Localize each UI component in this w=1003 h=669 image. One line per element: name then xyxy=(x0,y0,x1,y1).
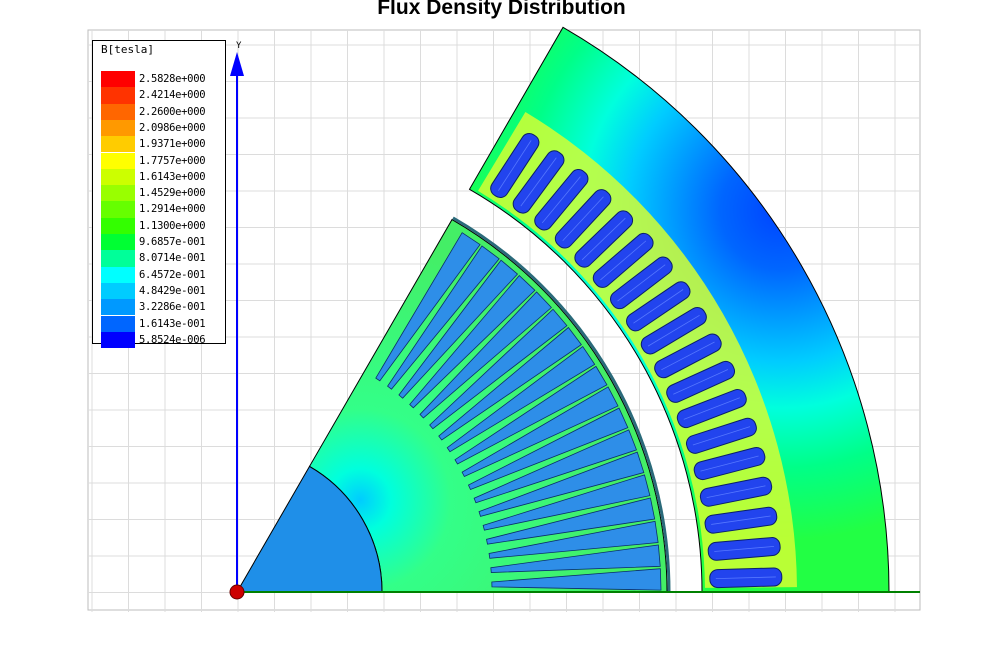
rotor-bar xyxy=(398,259,519,399)
rotor-bar xyxy=(488,520,659,559)
legend-label: 1.2914e+000 xyxy=(139,203,206,216)
legend-label: 2.4214e+000 xyxy=(139,89,206,102)
legend-label: 8.0714e-001 xyxy=(139,252,206,265)
legend-label: 1.1300e+000 xyxy=(139,219,206,232)
legend-entry: 9.6857e-001 xyxy=(99,234,225,251)
legend-label: 4.8429e-001 xyxy=(139,284,206,297)
legend-label: 1.7757e+000 xyxy=(139,154,206,167)
legend-label: 5.8524e-006 xyxy=(139,333,206,346)
legend-label: 1.6143e-001 xyxy=(139,317,206,330)
rotor-bar xyxy=(419,291,552,419)
legend-swatch xyxy=(101,250,135,267)
rotor-bar xyxy=(375,232,481,382)
legend-label: 3.2286e-001 xyxy=(139,301,206,314)
y-axis-label: Y xyxy=(236,41,242,51)
legend-swatch xyxy=(101,217,135,234)
plot-title: Flux Density Distribution xyxy=(377,0,626,19)
origin-marker xyxy=(229,584,245,600)
legend-swatch xyxy=(101,331,135,349)
legend-entry: 6.4572e-001 xyxy=(99,266,225,283)
legend-swatch xyxy=(101,136,135,153)
legend-swatch xyxy=(101,71,135,88)
rotor-bar xyxy=(491,568,662,591)
legend-entry: 3.2286e-001 xyxy=(99,299,225,316)
rotor-bar xyxy=(467,407,629,490)
y-axis-arrow xyxy=(230,52,244,76)
legend-entry: 4.8429e-001 xyxy=(99,282,225,300)
axes xyxy=(229,52,920,600)
slot-coil-divider xyxy=(647,314,700,347)
legend-swatch xyxy=(101,266,135,283)
legend-label: 1.6143e+000 xyxy=(139,170,206,183)
legend-swatch xyxy=(101,87,135,104)
slot-coil-divider xyxy=(673,369,729,395)
legend-entry: 1.9371e+000 xyxy=(99,136,225,153)
slot-coil-divider xyxy=(617,264,666,302)
color-legend: B[tesla] 2.5828e+000 2.4214e+000 2.2600e+0… xyxy=(92,40,226,349)
slot-coil-divider xyxy=(711,515,771,525)
shaft xyxy=(236,465,383,593)
rotor-bar xyxy=(486,497,656,545)
slot-coil-divider xyxy=(706,485,766,499)
legend-entry: 2.5828e+000 xyxy=(99,71,225,88)
legend-swatch xyxy=(101,201,135,218)
legend-label: 1.9371e+000 xyxy=(139,138,206,151)
slot-coil-divider xyxy=(692,426,751,446)
rotor-bar xyxy=(429,308,568,430)
slot-coil-divider xyxy=(683,397,740,420)
slot-coil-divider xyxy=(714,545,775,552)
legend-entry: 2.4214e+000 xyxy=(99,87,225,104)
legend-label: 9.6857e-001 xyxy=(139,236,206,248)
air-gap xyxy=(452,216,671,593)
legend-swatch xyxy=(101,168,135,186)
legend-label: 2.2600e+000 xyxy=(139,105,206,118)
rotor-bar xyxy=(482,474,651,531)
legend-entry: 5.8524e-006 xyxy=(99,331,225,349)
rotor-bar xyxy=(478,451,645,517)
legend-swatch xyxy=(101,315,135,332)
legend-swatch xyxy=(101,152,135,169)
slot-coil-divider xyxy=(581,217,626,261)
rotor-bar xyxy=(473,429,637,504)
slot-coil-divider xyxy=(562,196,604,242)
rotor-bar xyxy=(454,365,608,465)
motor-geometry xyxy=(236,26,890,593)
legend-title: B[tesla] xyxy=(101,43,154,56)
rotor-bar xyxy=(438,326,582,441)
legend-swatch xyxy=(101,103,135,120)
rotor-bar xyxy=(387,245,500,390)
legend-entry: 1.1300e+000 xyxy=(99,217,225,234)
legend-label: 2.5828e+000 xyxy=(139,73,206,85)
rotor-bar xyxy=(446,345,596,453)
slot-coil-divider xyxy=(700,455,759,472)
legend-swatch xyxy=(101,234,135,251)
legend-swatch xyxy=(101,185,135,202)
legend-entry: 1.4529e+000 xyxy=(99,185,225,202)
rotor-bar xyxy=(490,544,661,573)
legend-entry: 2.0986e+000 xyxy=(99,119,225,137)
legend-swatch xyxy=(101,282,135,300)
legend-entry: 8.0714e-001 xyxy=(99,250,225,267)
slot-coil-divider xyxy=(661,341,715,371)
legend-entry: 1.6143e-001 xyxy=(99,315,225,332)
legend-entry: 1.6143e+000 xyxy=(99,168,225,186)
slot-coil-divider xyxy=(498,140,532,191)
legend-entry: 2.2600e+000 xyxy=(99,103,225,120)
legend-swatch xyxy=(101,119,135,137)
slot-coil-divider xyxy=(520,157,557,207)
legend-label: 1.4529e+000 xyxy=(139,187,206,200)
slot-coil-divider xyxy=(600,240,647,281)
legend-entry: 1.7757e+000 xyxy=(99,152,225,169)
slot-coil-divider xyxy=(541,176,581,224)
legend-label: 2.0986e+000 xyxy=(139,121,206,134)
legend-label: 6.4572e-001 xyxy=(139,268,206,281)
slot-coil-divider xyxy=(715,576,776,580)
slot-coil-divider xyxy=(633,289,684,324)
legend-swatch xyxy=(101,299,135,316)
rotor-bar xyxy=(461,386,619,478)
legend-entry: 1.2914e+000 xyxy=(99,201,225,218)
rotor-bar xyxy=(409,275,536,409)
